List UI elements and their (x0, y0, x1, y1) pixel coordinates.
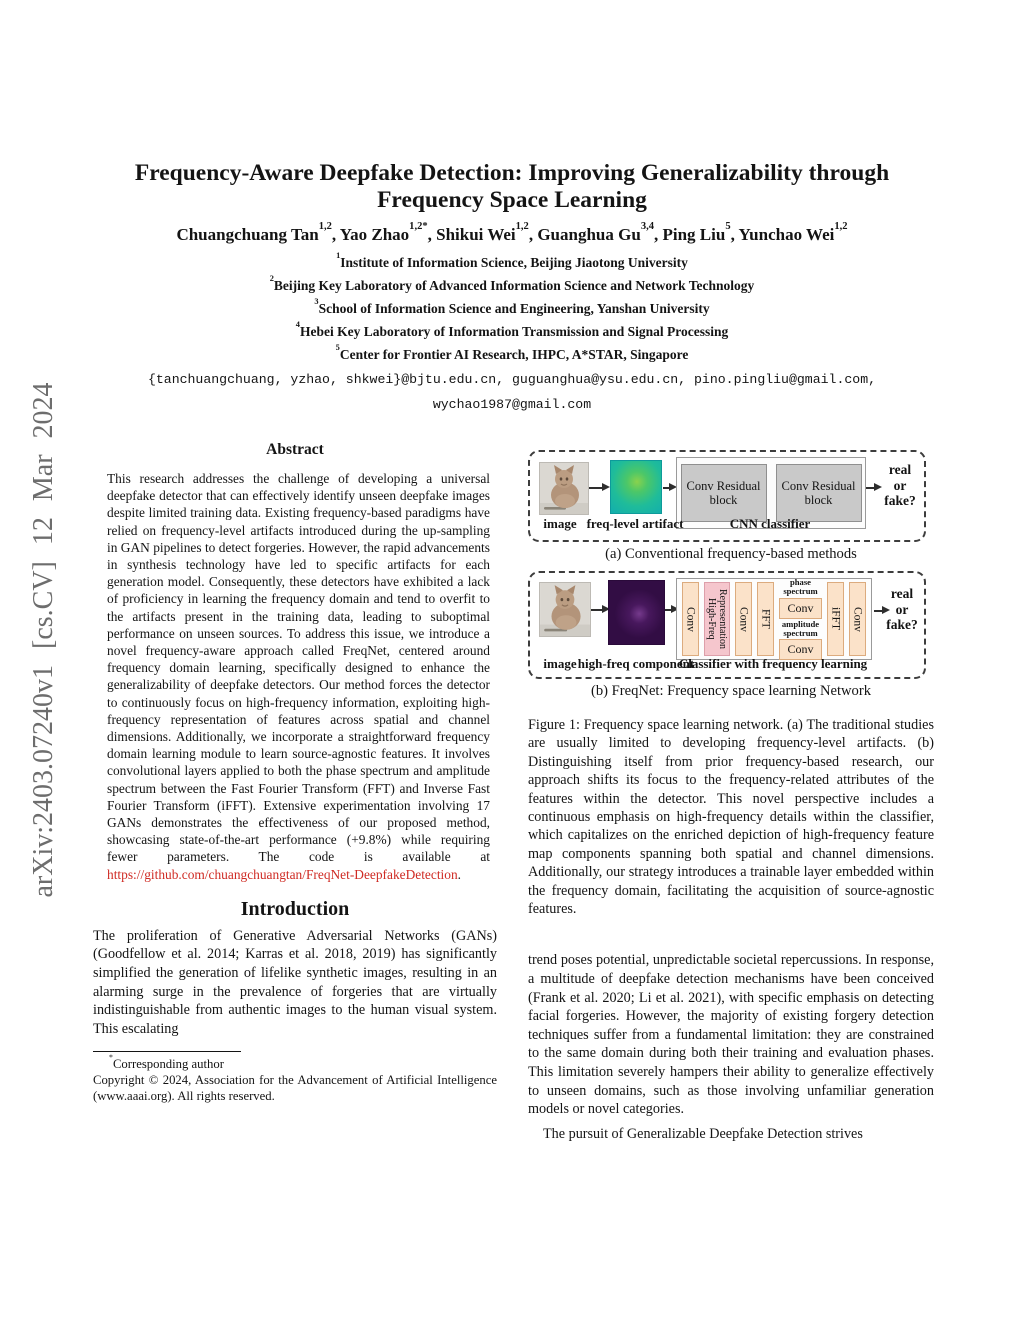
spectrum-column: phase spectrum Conv amplitude spectrum C… (779, 576, 822, 661)
high-freq-image (608, 580, 671, 651)
phase-spectrum-label: phase spectrum (783, 576, 818, 597)
author-name: Guanghua Gu (537, 225, 641, 244)
author-sup: 1,2 (515, 220, 529, 232)
author-sup: 3,4 (640, 220, 654, 232)
figure-panel-b: Conv High-Freq Representation Conv FFT p… (528, 571, 926, 679)
body-paragraph: trend poses potential, unpredictable soc… (528, 952, 934, 1118)
output-real-or-fake: real or fake? (884, 462, 916, 508)
classifier-freq-learning-box: Conv High-Freq Representation Conv FFT p… (676, 576, 872, 661)
footnote-rule (93, 1051, 241, 1053)
author-sup: 1,2 (834, 220, 848, 232)
conv-residual-block-1: Conv Residual block (680, 464, 767, 522)
affiliation-line: 3School of Information Science and Engin… (314, 296, 710, 316)
input-cat-image (539, 462, 589, 515)
footnote-copyright: Copyright © 2024, Association for the Ad… (93, 1073, 497, 1104)
footnote-corresponding: *Corresponding author (109, 1052, 224, 1072)
arrow-right-icon (866, 483, 882, 492)
affiliation-line: 1Institute of Information Science, Beiji… (336, 250, 688, 270)
figure-panel-a: Conv Residual block Conv Residual block … (528, 450, 926, 542)
ifft-box: iFFT (827, 582, 844, 656)
affiliation-line: 4Hebei Key Laboratory of Information Tra… (295, 319, 729, 339)
freq-artifact-image (604, 460, 662, 520)
paper-header: Frequency-Aware Deepfake Detection: Impr… (0, 160, 1024, 416)
abstract-heading: Abstract (266, 441, 324, 458)
introduction-paragraph: The proliferation of Generative Adversar… (93, 927, 497, 1037)
footnote: *Corresponding author Copyright © 2024, … (93, 1051, 497, 1104)
author-name: Ping Liu (662, 225, 726, 244)
arrow-right-icon (589, 483, 610, 492)
affiliations: 1Institute of Information Science, Beiji… (0, 251, 1024, 366)
arxiv-banner: arXiv:2403.07240v1 [cs.CV] 12 Mar 2024 (28, 382, 59, 898)
author-name: Yao Zhao (339, 225, 410, 244)
abstract-paragraph: This research addresses the challenge of… (107, 471, 490, 882)
author-name: Shikui Wei (436, 225, 516, 244)
phase-conv-box: Conv (779, 597, 822, 619)
author-sup: 1,2* (409, 220, 428, 232)
body-paragraph: The pursuit of Generalizable Deepfake De… (543, 1125, 863, 1142)
page-title: Frequency-Aware Deepfake Detection: Impr… (134, 160, 890, 186)
conv-layer-box: Conv (735, 582, 752, 656)
arrow-right-icon (591, 605, 610, 614)
high-freq-representation-box: High-Freq Representation (704, 582, 730, 656)
amplitude-spectrum-label: amplitude spectrum (781, 618, 820, 638)
conv-layer-box: Conv (682, 582, 699, 656)
figure-caption: Figure 1: Frequency space learning netwo… (528, 717, 934, 918)
author-name: Yunchao Wei (738, 225, 835, 244)
code-link[interactable]: https://github.com/chuangchuangtan/FreqN… (107, 866, 458, 882)
output-real-or-fake: real or fake? (886, 586, 918, 632)
emails-line-1: {tanchuangchuang, yzhao, shkwei}@bjtu.ed… (147, 372, 877, 387)
author-name: Chuangchuang Tan (176, 225, 319, 244)
label-image: image (543, 656, 577, 671)
conv-layer-box: Conv (849, 582, 866, 656)
arrow-right-icon (665, 605, 679, 614)
amplitude-conv-box: Conv (779, 639, 822, 661)
subcaption-a: (a) Conventional frequency-based methods (605, 546, 857, 562)
right-column-body: trend poses potential, unpredictable soc… (528, 951, 934, 1143)
conv-residual-block-2: Conv Residual block (775, 464, 862, 522)
emails-line-2: wychao1987@gmail.com (432, 397, 592, 412)
label-image: image (543, 516, 577, 531)
cnn-classifier-box: Conv Residual block Conv Residual block (676, 457, 866, 529)
label-classifier-freq-learning: Classifier with frequency learning (678, 656, 868, 671)
label-high-freq-component: high-freq component (577, 656, 695, 671)
right-column: Conv Residual block Conv Residual block … (528, 450, 934, 1143)
fft-box: FFT (757, 582, 774, 656)
label-freq-artifact: freq-level artifact (586, 516, 684, 531)
left-column: Abstract This research addresses the cha… (93, 440, 497, 1105)
page-title-line2: Frequency Space Learning (377, 187, 647, 213)
subcaption-b: (b) FreqNet: Frequency space learning Ne… (590, 683, 872, 699)
affiliation-line: 5Center for Frontier AI Research, IHPC, … (335, 342, 689, 362)
arrow-right-icon (874, 606, 890, 615)
introduction-heading: Introduction (240, 897, 350, 920)
label-cnn-classifier: CNN classifier (729, 516, 811, 531)
author-sup: 1,2 (318, 220, 332, 232)
input-cat-image (539, 582, 591, 637)
authors-line: Chuangchuang Tan1,2, Yao Zhao1,2*, Shiku… (176, 220, 848, 244)
affiliation-line: 2Beijing Key Laboratory of Advanced Info… (269, 273, 755, 293)
author-sup: 5 (725, 220, 731, 232)
arrow-right-icon (663, 483, 677, 492)
